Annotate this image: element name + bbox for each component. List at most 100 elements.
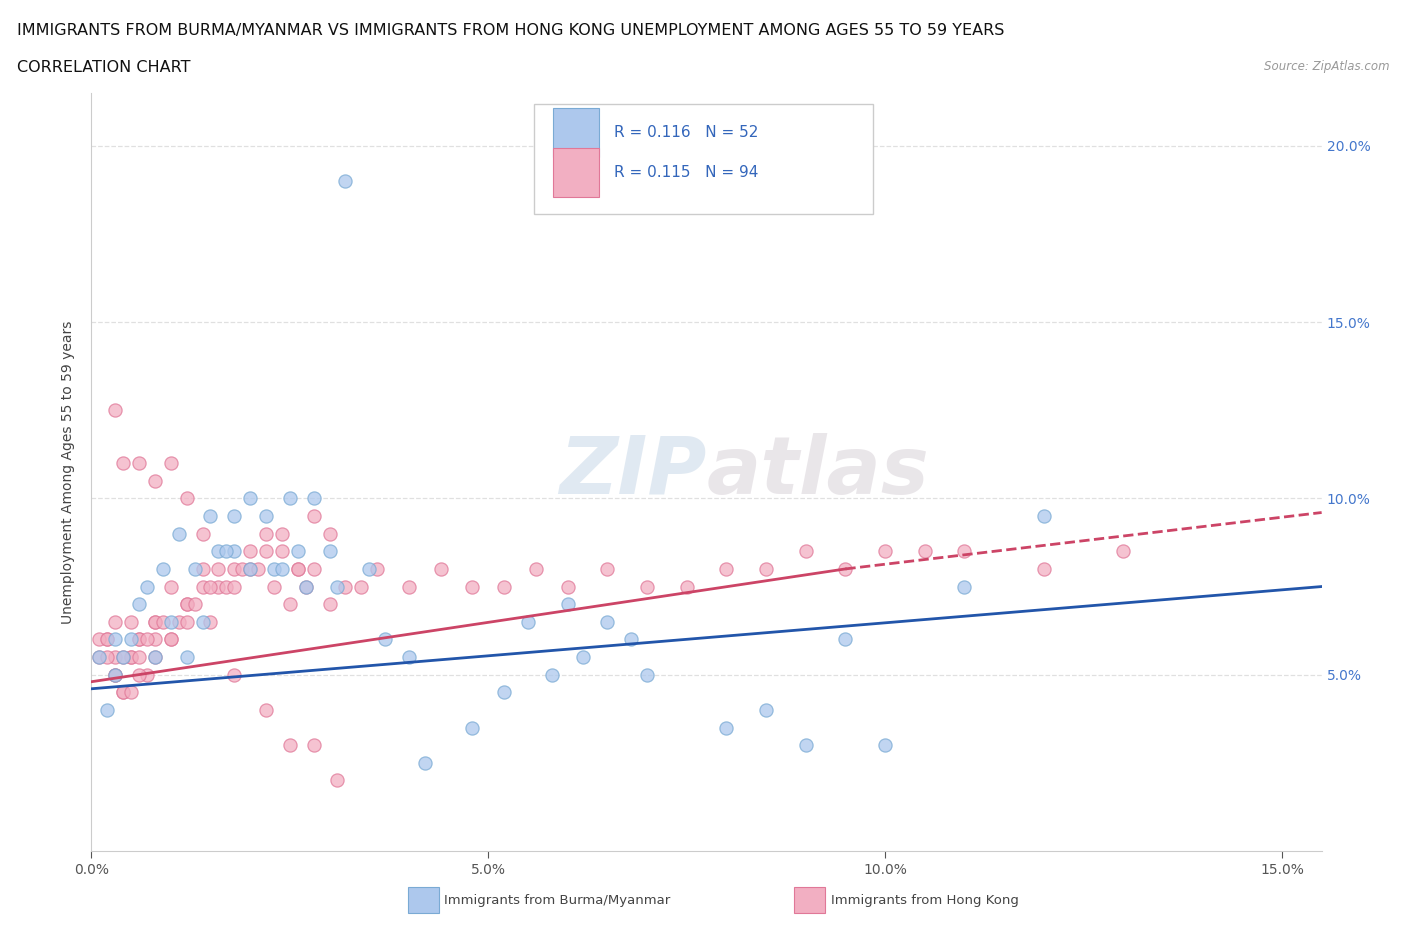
- Point: [89, 632, 111, 647]
- Point: [89, 650, 111, 665]
- FancyBboxPatch shape: [553, 108, 599, 157]
- Point: [398, 650, 420, 665]
- Point: [461, 579, 484, 594]
- Point: [429, 562, 451, 577]
- Point: [516, 615, 538, 630]
- Point: [112, 456, 135, 471]
- Text: ZIP: ZIP: [560, 433, 706, 511]
- Point: [359, 562, 381, 577]
- Point: [120, 684, 142, 699]
- Point: [254, 526, 277, 541]
- Point: [120, 615, 142, 630]
- Point: [112, 684, 135, 699]
- Point: [953, 544, 976, 559]
- Point: [263, 579, 285, 594]
- Point: [112, 650, 135, 665]
- Point: [120, 650, 142, 665]
- Point: [176, 597, 198, 612]
- Point: [104, 403, 127, 418]
- Point: [834, 562, 856, 577]
- Point: [270, 562, 292, 577]
- Point: [1032, 509, 1054, 524]
- Point: [167, 526, 190, 541]
- Point: [287, 562, 309, 577]
- Point: [914, 544, 936, 559]
- Point: [215, 544, 238, 559]
- Point: [239, 544, 262, 559]
- Point: [104, 667, 127, 682]
- Y-axis label: Unemployment Among Ages 55 to 59 years: Unemployment Among Ages 55 to 59 years: [62, 320, 76, 624]
- Point: [636, 667, 658, 682]
- Point: [326, 773, 349, 788]
- Point: [413, 755, 436, 770]
- Point: [620, 632, 643, 647]
- Point: [318, 526, 340, 541]
- Point: [335, 174, 357, 189]
- Point: [239, 562, 262, 577]
- Point: [183, 597, 205, 612]
- Point: [159, 615, 181, 630]
- Point: [875, 737, 897, 752]
- Point: [120, 632, 142, 647]
- Point: [128, 597, 150, 612]
- Point: [128, 632, 150, 647]
- Text: Immigrants from Hong Kong: Immigrants from Hong Kong: [831, 894, 1019, 907]
- Point: [183, 562, 205, 577]
- Point: [96, 632, 118, 647]
- Point: [302, 562, 325, 577]
- Point: [112, 650, 135, 665]
- Point: [596, 562, 619, 577]
- Point: [159, 632, 181, 647]
- Point: [953, 579, 976, 594]
- FancyBboxPatch shape: [534, 104, 873, 214]
- Point: [159, 579, 181, 594]
- Point: [112, 684, 135, 699]
- Point: [176, 597, 198, 612]
- Point: [96, 632, 118, 647]
- Point: [263, 562, 285, 577]
- Point: [524, 562, 547, 577]
- Point: [302, 491, 325, 506]
- Text: Immigrants from Burma/Myanmar: Immigrants from Burma/Myanmar: [444, 894, 671, 907]
- Point: [270, 544, 292, 559]
- Point: [302, 737, 325, 752]
- Point: [675, 579, 697, 594]
- Point: [176, 491, 198, 506]
- Point: [167, 615, 190, 630]
- Point: [755, 562, 778, 577]
- Point: [596, 615, 619, 630]
- Point: [716, 720, 738, 735]
- Point: [207, 562, 229, 577]
- Point: [278, 597, 301, 612]
- Point: [636, 579, 658, 594]
- Point: [287, 562, 309, 577]
- Point: [254, 702, 277, 717]
- Point: [231, 562, 253, 577]
- Point: [278, 491, 301, 506]
- Point: [557, 597, 579, 612]
- Text: CORRELATION CHART: CORRELATION CHART: [17, 60, 190, 75]
- Point: [794, 544, 817, 559]
- Point: [128, 667, 150, 682]
- Point: [494, 684, 516, 699]
- Point: [461, 720, 484, 735]
- Point: [136, 667, 159, 682]
- Point: [96, 702, 118, 717]
- Point: [143, 650, 166, 665]
- Point: [104, 615, 127, 630]
- Point: [143, 615, 166, 630]
- Point: [215, 579, 238, 594]
- Point: [318, 544, 340, 559]
- Point: [104, 650, 127, 665]
- Point: [318, 597, 340, 612]
- Point: [254, 509, 277, 524]
- Point: [302, 509, 325, 524]
- Point: [143, 632, 166, 647]
- Point: [136, 632, 159, 647]
- Point: [572, 650, 595, 665]
- Point: [224, 667, 246, 682]
- Point: [207, 579, 229, 594]
- Text: atlas: atlas: [706, 433, 929, 511]
- Point: [540, 667, 562, 682]
- Point: [247, 562, 270, 577]
